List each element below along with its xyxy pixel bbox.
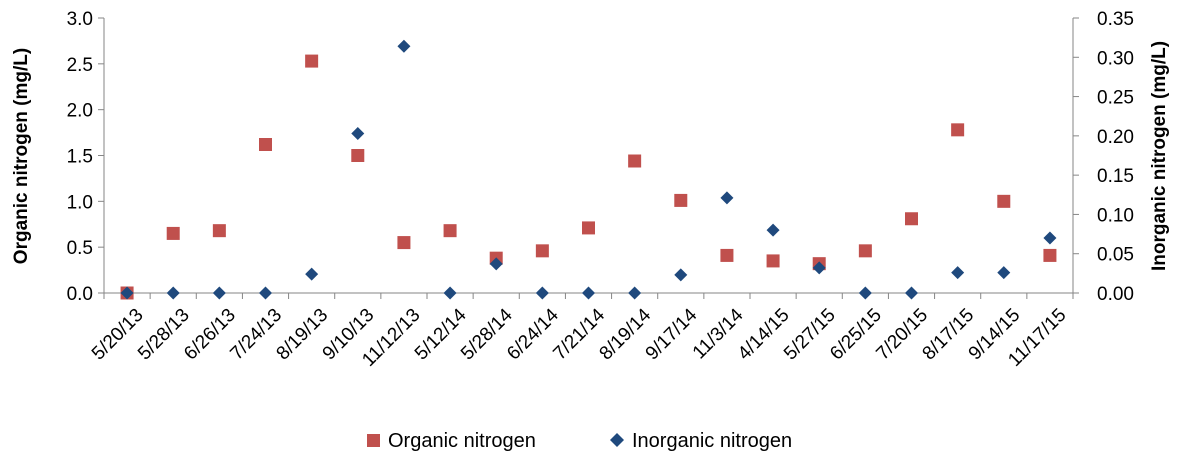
inorganic-nitrogen-point xyxy=(489,257,503,271)
organic-nitrogen-point xyxy=(674,193,688,207)
organic-nitrogen-point xyxy=(766,254,780,268)
inorganic-nitrogen-point xyxy=(305,267,319,281)
left-y-tick-label: 0.5 xyxy=(67,238,93,259)
organic-nitrogen-point xyxy=(997,194,1011,208)
organic-nitrogen-point xyxy=(628,154,642,168)
left-y-tick-label: 2.0 xyxy=(67,101,93,122)
inorganic-nitrogen-point xyxy=(259,286,272,300)
x-ticks: 5/20/135/28/136/26/137/24/138/19/139/10/… xyxy=(88,293,1074,371)
right-y-ticks: 0.00 0.05 0.10 0.15 0.20 0.25 0.30 0.35 xyxy=(1073,9,1134,305)
right-y-tick-label: 0.10 xyxy=(1097,205,1134,226)
left-y-tick-label: 1.0 xyxy=(67,192,93,213)
organic-nitrogen-point xyxy=(582,221,595,235)
left-y-tick-label: 2.5 xyxy=(67,55,93,76)
organic-nitrogen-point xyxy=(535,244,549,258)
left-y-axis-title: Organic nitrogen (mg/L) xyxy=(11,48,32,264)
legend-organic-marker xyxy=(367,434,380,447)
inorganic-nitrogen-point xyxy=(905,286,918,300)
right-y-tick-label: 0.20 xyxy=(1097,127,1134,148)
inorganic-nitrogen-point xyxy=(120,286,134,300)
data-points xyxy=(120,39,1057,300)
legend: Organic nitrogen Inorganic nitrogen xyxy=(367,430,792,452)
legend-inorganic-label: Inorganic nitrogen xyxy=(632,430,792,452)
left-y-tick-label: 0.0 xyxy=(67,284,93,305)
inorganic-nitrogen-point xyxy=(582,286,595,300)
right-y-tick-label: 0.00 xyxy=(1097,284,1134,305)
axes xyxy=(103,18,1074,294)
organic-nitrogen-point xyxy=(305,54,319,68)
inorganic-nitrogen-point xyxy=(397,39,411,53)
inorganic-nitrogen-point xyxy=(628,286,642,300)
left-y-tick-label: 1.5 xyxy=(67,147,93,168)
organic-nitrogen-point xyxy=(951,123,965,137)
left-y-ticks: 0.0 0.5 1.0 1.5 2.0 2.5 3.0 xyxy=(67,9,104,305)
right-y-tick-label: 0.05 xyxy=(1097,245,1134,266)
inorganic-nitrogen-point xyxy=(535,286,549,300)
right-y-axis-title: Inorganic nitrogen (mg/L) xyxy=(1149,41,1170,271)
organic-nitrogen-point xyxy=(443,224,457,238)
inorganic-nitrogen-point xyxy=(351,127,365,140)
inorganic-nitrogen-point xyxy=(166,286,180,300)
x-tick-label: 9/17/14 xyxy=(642,304,702,364)
right-y-tick-label: 0.35 xyxy=(1097,9,1134,30)
inorganic-nitrogen-point xyxy=(951,266,965,280)
organic-nitrogen-point xyxy=(905,212,918,226)
organic-nitrogen-point xyxy=(397,236,411,250)
left-y-tick-label: 3.0 xyxy=(67,9,93,30)
organic-nitrogen-point xyxy=(351,149,365,162)
organic-nitrogen-point xyxy=(720,248,734,262)
inorganic-nitrogen-point xyxy=(443,286,457,300)
right-y-tick-label: 0.15 xyxy=(1097,166,1134,187)
organic-nitrogen-point xyxy=(858,244,872,258)
inorganic-nitrogen-point xyxy=(1043,231,1057,245)
inorganic-nitrogen-point xyxy=(766,223,780,237)
right-y-tick-label: 0.30 xyxy=(1097,48,1134,69)
organic-nitrogen-point xyxy=(166,226,180,240)
inorganic-nitrogen-point xyxy=(812,261,826,275)
inorganic-nitrogen-point xyxy=(720,191,734,205)
organic-nitrogen-point xyxy=(212,224,226,238)
right-y-tick-label: 0.25 xyxy=(1097,88,1134,109)
inorganic-nitrogen-point xyxy=(674,268,688,282)
inorganic-nitrogen-point xyxy=(858,286,872,300)
inorganic-nitrogen-point xyxy=(997,266,1011,280)
inorganic-nitrogen-point xyxy=(212,286,226,300)
organic-nitrogen-point xyxy=(259,138,272,151)
legend-organic-label: Organic nitrogen xyxy=(388,430,536,452)
legend-inorganic-marker xyxy=(610,433,624,447)
organic-nitrogen-point xyxy=(1043,248,1057,262)
